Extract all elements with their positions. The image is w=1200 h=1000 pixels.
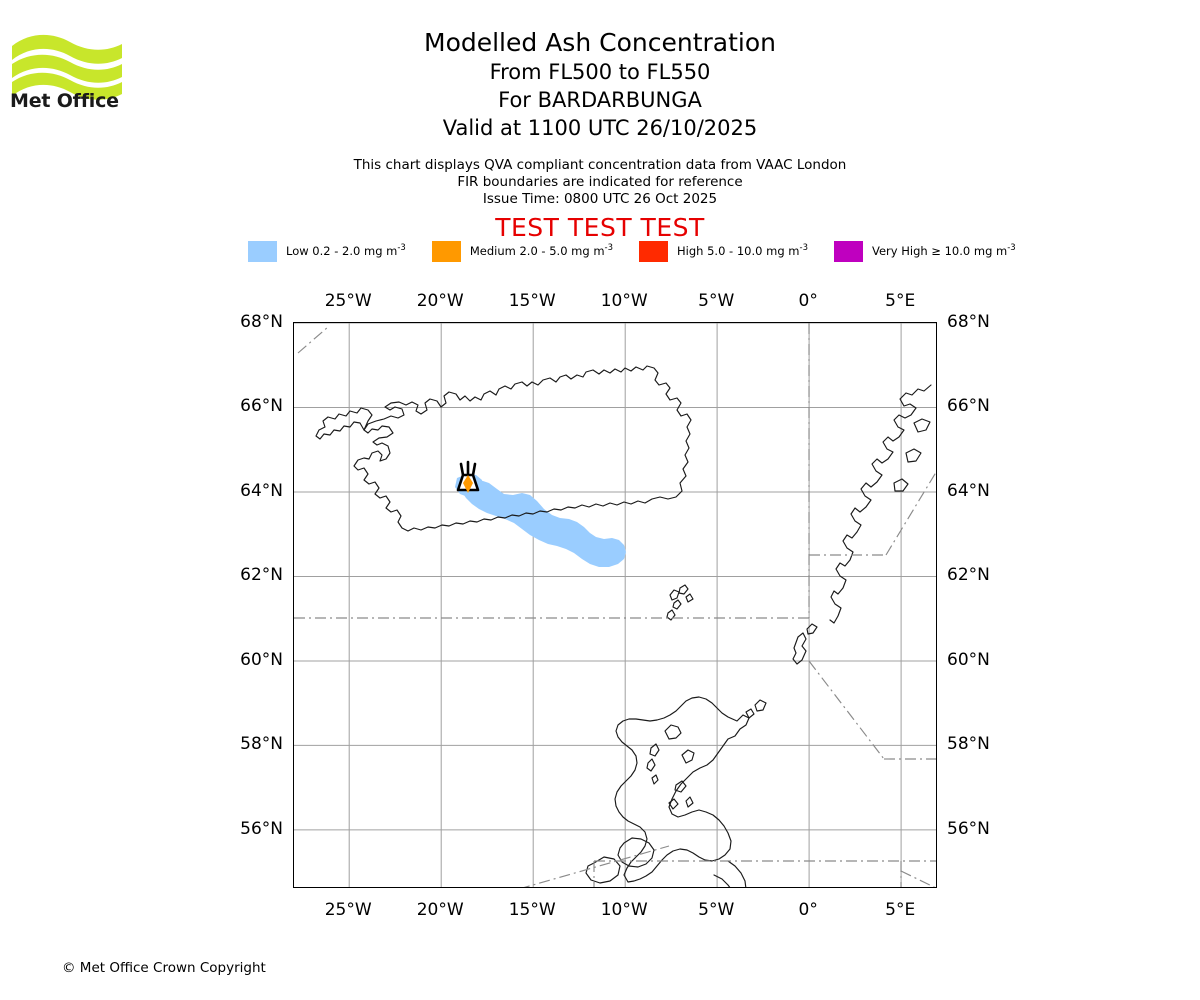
fir-oceanic-diagonal xyxy=(523,845,670,887)
lat-tick-left-2: 64°N xyxy=(240,480,283,501)
faroe-island-3 xyxy=(672,599,682,610)
shetland-coastline xyxy=(792,632,807,665)
legend-high-label: High 5.0 - 10.0 mg m-3 xyxy=(677,243,808,258)
lon-tick-top-0: 25°W xyxy=(324,291,372,311)
fir-norway-diagonal xyxy=(885,471,936,556)
copyright-notice: © Met Office Crown Copyright xyxy=(62,960,266,976)
fir-scottish-diagonal xyxy=(808,660,885,760)
met-office-wave-logo xyxy=(12,34,122,100)
faroe-island-5 xyxy=(685,593,694,603)
shetland-north xyxy=(806,623,818,635)
note-line-2: FIR boundaries are indicated for referen… xyxy=(457,174,743,190)
jura xyxy=(685,796,694,808)
lon-tick-bottom-2: 15°W xyxy=(508,900,556,920)
chart-notes: This chart displays QVA compliant concen… xyxy=(0,157,1200,208)
norway-island-3 xyxy=(893,478,909,492)
legend-very-high: Very High ≥ 10.0 mg m-3 xyxy=(833,240,1016,262)
lon-tick-bottom-4: 5°W xyxy=(698,900,735,920)
legend-medium-swatch xyxy=(431,240,461,262)
islay xyxy=(668,798,679,810)
ireland-coastline xyxy=(585,856,621,884)
westfjords-coastline xyxy=(315,407,373,440)
lat-tick-left-0: 68°N xyxy=(240,312,283,332)
legend-high-swatch xyxy=(639,240,669,262)
lon-tick-bottom-5: 0° xyxy=(798,900,818,920)
note-line-1: This chart displays QVA compliant concen… xyxy=(353,157,847,173)
map-frame xyxy=(293,322,937,888)
legend-very-high-label: Very High ≥ 10.0 mg m-3 xyxy=(871,243,1016,258)
met-office-logo-text: Met Office xyxy=(10,90,119,112)
legend-high: High 5.0 - 10.0 mg m-3 xyxy=(639,240,808,262)
note-line-3: Issue Time: 0800 UTC 26 Oct 2025 xyxy=(482,191,718,207)
fir-se-diagonal xyxy=(900,870,936,887)
map-canvas xyxy=(294,323,936,887)
coastlines xyxy=(315,365,932,887)
faroe-island-1 xyxy=(669,589,680,601)
fir-boundaries xyxy=(294,323,936,887)
england-coast-west xyxy=(727,860,747,887)
lat-tick-right-4: 60°N xyxy=(947,649,990,670)
lon-tick-top-1: 20°W xyxy=(416,291,464,311)
orkney-coastline xyxy=(754,699,767,712)
faroe-island-2 xyxy=(678,584,689,595)
iceland-coastline xyxy=(353,365,692,532)
legend-low-swatch xyxy=(248,240,277,262)
title-line-3: For BARDARBUNGA xyxy=(498,88,702,112)
lat-tick-left-5: 58°N xyxy=(240,734,283,755)
lat-tick-left-3: 62°N xyxy=(240,565,283,586)
fir-nw-corner xyxy=(297,326,329,354)
lat-tick-left-1: 66°N xyxy=(240,396,283,417)
map-plot-area[interactable] xyxy=(293,322,937,888)
north-uist xyxy=(649,743,660,757)
lon-tick-top-2: 15°W xyxy=(508,291,556,311)
lat-tick-right-3: 62°N xyxy=(947,565,990,586)
skye xyxy=(681,749,695,764)
legend-low-label: Low 0.2 - 2.0 mg m-3 xyxy=(286,243,406,258)
lon-tick-bottom-6: 5°E xyxy=(885,900,916,920)
legend-medium: Medium 2.0 - 5.0 mg m-3 xyxy=(431,240,614,262)
lat-tick-left-4: 60°N xyxy=(240,649,283,670)
lon-tick-top-3: 10°W xyxy=(600,291,648,311)
norway-island-1 xyxy=(913,418,931,433)
lewis-harris xyxy=(664,724,682,740)
lat-tick-left-6: 56°N xyxy=(240,818,283,839)
lon-tick-top-5: 0° xyxy=(798,291,818,311)
title-line-2: From FL500 to FL550 xyxy=(489,60,711,84)
lat-tick-right-5: 58°N xyxy=(947,734,990,755)
lon-tick-top-6: 5°E xyxy=(885,291,916,311)
norway-island-2 xyxy=(905,448,922,463)
volcano-marker[interactable] xyxy=(456,460,480,493)
lat-tick-right-1: 66°N xyxy=(947,396,990,417)
lon-tick-bottom-1: 20°W xyxy=(416,900,464,920)
page-title: Modelled Ash Concentration From FL500 to… xyxy=(0,28,1200,142)
lat-tick-right-0: 68°N xyxy=(947,312,990,332)
south-uist xyxy=(646,758,656,772)
england-coast-east xyxy=(713,874,731,887)
lon-tick-bottom-3: 10°W xyxy=(600,900,648,920)
met-office-logo xyxy=(10,28,130,113)
legend-low: Low 0.2 - 2.0 mg m-3 xyxy=(248,240,406,262)
lon-tick-bottom-0: 25°W xyxy=(324,900,372,920)
barra xyxy=(651,774,659,785)
mull xyxy=(674,780,687,793)
lat-tick-right-6: 56°N xyxy=(947,818,990,839)
norway-coastline xyxy=(829,384,932,624)
title-line-1: Modelled Ash Concentration xyxy=(424,28,776,57)
legend-very-high-swatch xyxy=(833,240,863,262)
lon-tick-top-4: 5°W xyxy=(698,291,735,311)
scotland-coastline xyxy=(614,696,750,883)
volcano-location-diamond xyxy=(463,475,473,493)
orkney-south xyxy=(745,708,755,719)
test-banner: TEST TEST TEST xyxy=(495,213,705,242)
lat-tick-right-2: 64°N xyxy=(947,480,990,501)
concentration-legend: Low 0.2 - 2.0 mg m-3 Medium 2.0 - 5.0 mg … xyxy=(248,240,1016,262)
northern-ireland-coastline xyxy=(617,837,655,868)
legend-medium-label: Medium 2.0 - 5.0 mg m-3 xyxy=(469,243,614,258)
title-line-4: Valid at 1100 UTC 26/10/2025 xyxy=(442,116,758,140)
